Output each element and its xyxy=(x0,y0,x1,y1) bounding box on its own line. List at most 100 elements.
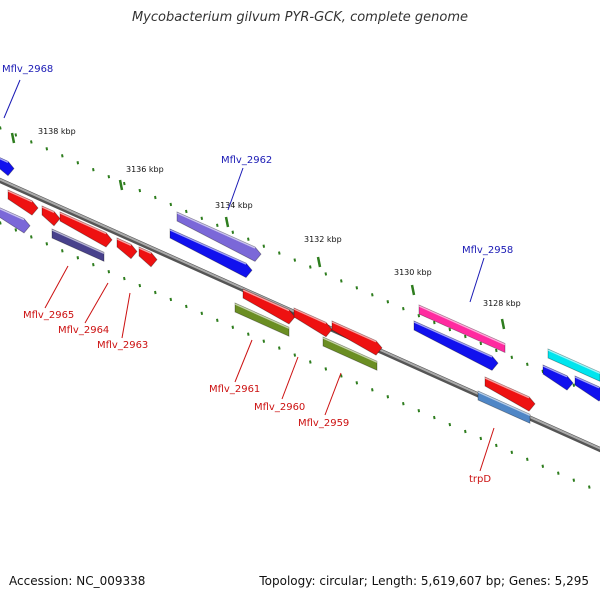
gene-mflv-2959b-feature[interactable] xyxy=(322,336,378,371)
gene-mflv-2958-feature[interactable] xyxy=(418,304,506,354)
ruler-tick-lower xyxy=(231,325,235,329)
gene-mflv-2968-feature[interactable] xyxy=(0,155,15,177)
ruler-tick-lower xyxy=(433,415,436,420)
gene-feature[interactable] xyxy=(59,211,113,248)
ruler-tick-upper xyxy=(371,293,374,297)
topology-text: Topology: circular; Length: 5,619,607 bp… xyxy=(259,574,589,588)
ruler-label: 3136 kbp xyxy=(126,165,164,174)
leader-line xyxy=(84,282,109,324)
ruler-tick-lower xyxy=(588,485,591,489)
ruler-label: 3128 kbp xyxy=(483,299,521,308)
ruler-tick-upper xyxy=(30,140,33,144)
ruler-tick-lower xyxy=(386,395,390,399)
ruler-tick-upper xyxy=(510,355,514,360)
gene-mflv-2961b-feature[interactable] xyxy=(234,302,290,337)
gene-label[interactable]: Mflv_2960 xyxy=(254,402,305,413)
gene-mflv-2962b-feature[interactable] xyxy=(169,228,253,278)
ruler-tick-upper xyxy=(417,313,421,318)
gene-label[interactable]: Mflv_2962 xyxy=(221,155,272,166)
leader-line xyxy=(234,339,253,383)
gene-feature[interactable] xyxy=(7,189,39,216)
ruler-tick-lower xyxy=(526,457,529,461)
ruler-tick-upper xyxy=(107,174,111,179)
gene-mflv-2963-feature[interactable] xyxy=(138,246,158,268)
gene-mflv-2960-feature[interactable] xyxy=(293,307,333,338)
gene-label[interactable]: trpD xyxy=(469,474,491,485)
ruler-tick-upper xyxy=(526,362,529,366)
ruler-tick-lower xyxy=(464,429,467,434)
gene-trpd-feature[interactable] xyxy=(484,376,536,412)
ruler-tick-lower xyxy=(154,290,157,295)
ruler-tick-lower xyxy=(45,242,49,246)
ruler-tick-lower xyxy=(572,478,576,482)
gene-mflv-2964-feature[interactable] xyxy=(116,237,138,260)
ruler-tick-upper xyxy=(200,216,204,221)
ruler-tick-lower xyxy=(107,269,111,274)
ruler-tick-lower xyxy=(278,346,281,350)
ruler-tick-lower xyxy=(76,256,80,260)
gene-label[interactable]: Mflv_2959 xyxy=(298,418,349,429)
ruler-tick-lower xyxy=(417,408,421,413)
ruler-tick-lower xyxy=(185,304,188,309)
gene-mflv-2959-feature[interactable] xyxy=(331,320,383,356)
ruler-major-tick xyxy=(10,132,16,144)
ruler-tick-lower xyxy=(14,228,18,232)
ruler-tick-upper xyxy=(247,237,250,241)
ruler-tick-upper xyxy=(14,133,18,137)
ruler-tick-lower xyxy=(355,381,359,385)
gene-mflv-2962-feature[interactable] xyxy=(176,211,262,262)
gene-mflv-2958b-feature[interactable] xyxy=(413,320,499,371)
gene-mflv-2965-feature[interactable] xyxy=(51,228,105,262)
ruler-tick-upper xyxy=(355,286,359,290)
ruler-tick-upper xyxy=(76,161,80,165)
ruler-label: 3134 kbp xyxy=(215,201,253,210)
ruler-tick-lower xyxy=(0,221,2,225)
gene-feature[interactable] xyxy=(542,364,574,391)
gene-feature[interactable] xyxy=(574,375,600,402)
ruler-label: 3130 kbp xyxy=(394,268,432,277)
ruler-tick-lower xyxy=(340,374,343,378)
ruler-tick-upper xyxy=(231,230,235,234)
gene-trpd-b-feature[interactable] xyxy=(477,390,531,424)
ruler-label: 3132 kbp xyxy=(304,235,342,244)
ruler-tick-lower xyxy=(448,422,452,427)
ruler-tick-upper xyxy=(572,383,576,387)
ruler-tick-lower xyxy=(557,471,560,475)
ruler-tick-upper xyxy=(324,272,328,276)
ruler-tick-upper xyxy=(92,168,95,172)
ruler-tick-upper xyxy=(433,320,436,325)
ruler-tick-upper xyxy=(309,265,312,269)
ruler-tick-upper xyxy=(278,251,281,255)
ruler-tick-lower xyxy=(200,311,204,316)
gene-feature[interactable] xyxy=(0,206,31,234)
leader-line xyxy=(121,292,131,339)
gene-label[interactable]: Mflv_2961 xyxy=(209,384,260,395)
page-title: Mycobacterium gilvum PYR-GCK, complete g… xyxy=(131,10,469,25)
ruler-major-tick xyxy=(316,256,322,268)
ruler-tick-upper xyxy=(448,327,452,332)
ruler-tick-lower xyxy=(510,450,514,455)
ruler-tick-upper xyxy=(216,223,219,227)
gene-label[interactable]: Mflv_2963 xyxy=(97,340,148,351)
ruler-tick-lower xyxy=(92,263,95,267)
ruler-tick-upper xyxy=(61,154,64,158)
ruler-tick-lower xyxy=(541,464,545,468)
gene-label[interactable]: Mflv_2958 xyxy=(462,245,513,256)
leader-line xyxy=(281,356,299,400)
gene-label[interactable]: Mflv_2964 xyxy=(58,325,109,336)
gene-feature[interactable] xyxy=(41,205,61,227)
leader-line xyxy=(324,372,342,416)
accession-text: Accession: NC_009338 xyxy=(9,574,146,588)
ruler-major-tick xyxy=(224,216,230,228)
ruler-tick-upper xyxy=(138,188,142,193)
gene-feature[interactable] xyxy=(547,348,600,382)
gene-label[interactable]: Mflv_2965 xyxy=(23,310,74,321)
ruler-tick-lower xyxy=(324,367,328,371)
ruler-tick-lower xyxy=(30,235,33,239)
ruler-tick-lower xyxy=(169,297,173,302)
ruler-tick-lower xyxy=(61,249,64,253)
ruler-tick-upper xyxy=(340,279,343,283)
gene-label[interactable]: Mflv_2968 xyxy=(2,64,53,75)
gene-mflv-2961-feature[interactable] xyxy=(242,288,296,325)
